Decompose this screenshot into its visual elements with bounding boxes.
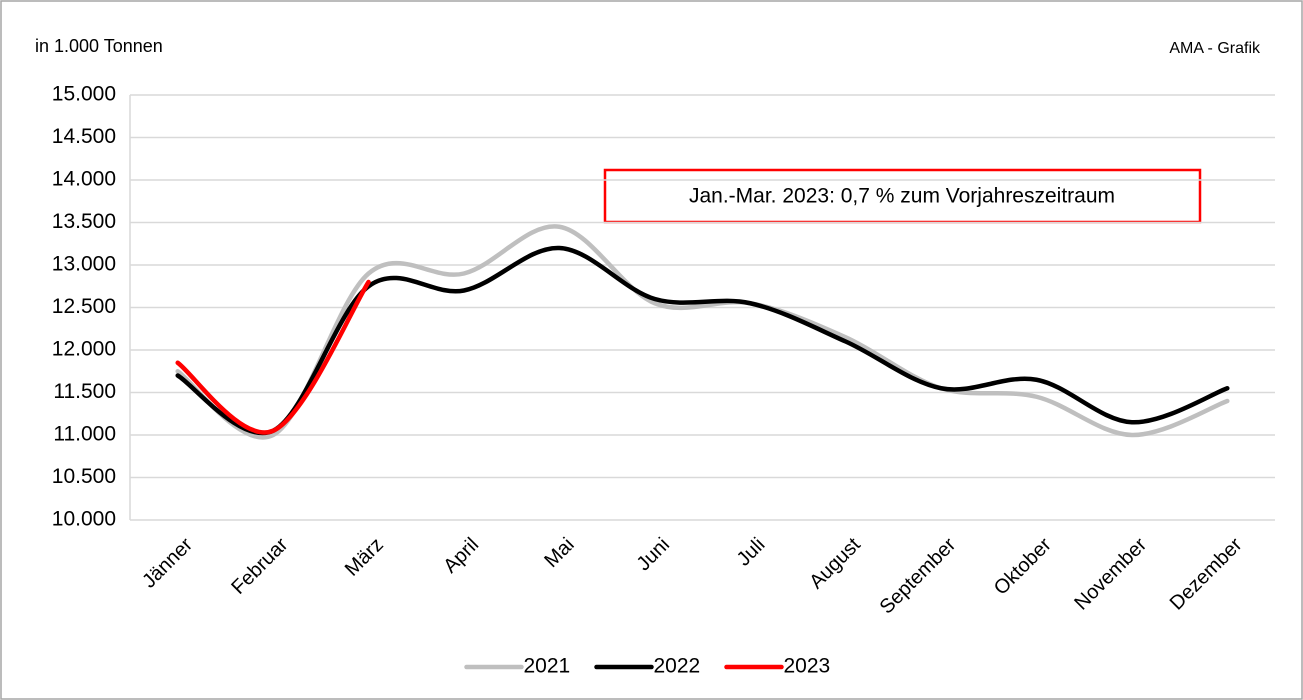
y-axis-label: in 1.000 Tonnen <box>35 36 163 56</box>
y-tick-label: 14.500 <box>52 125 116 148</box>
y-tick-label: 10.000 <box>52 508 116 531</box>
y-tick-label: 11.500 <box>53 380 116 403</box>
series-line <box>175 279 371 435</box>
source-label: AMA - Grafik <box>1169 40 1261 57</box>
legend-label: 2022 <box>654 655 701 678</box>
y-tick-label: 13.500 <box>52 210 116 233</box>
y-tick-label: 12.500 <box>52 295 116 318</box>
series-line <box>175 245 1230 436</box>
y-tick-label: 10.500 <box>52 465 116 488</box>
y-tick-label: 14.000 <box>52 168 116 191</box>
y-tick-label: 11.000 <box>53 423 116 446</box>
series-line <box>175 224 1230 440</box>
annotation: Jan.-Mar. 2023: 0,7 % zum Vorjahreszeitr… <box>689 185 1115 208</box>
y-tick-label: 15.000 <box>52 83 116 106</box>
annotation-box <box>603 168 1202 224</box>
y-tick-label: 13.000 <box>52 253 116 276</box>
legend-label: 2023 <box>784 655 831 678</box>
y-tick-label: 12.000 <box>52 338 116 361</box>
legend-label: 2021 <box>524 655 571 678</box>
